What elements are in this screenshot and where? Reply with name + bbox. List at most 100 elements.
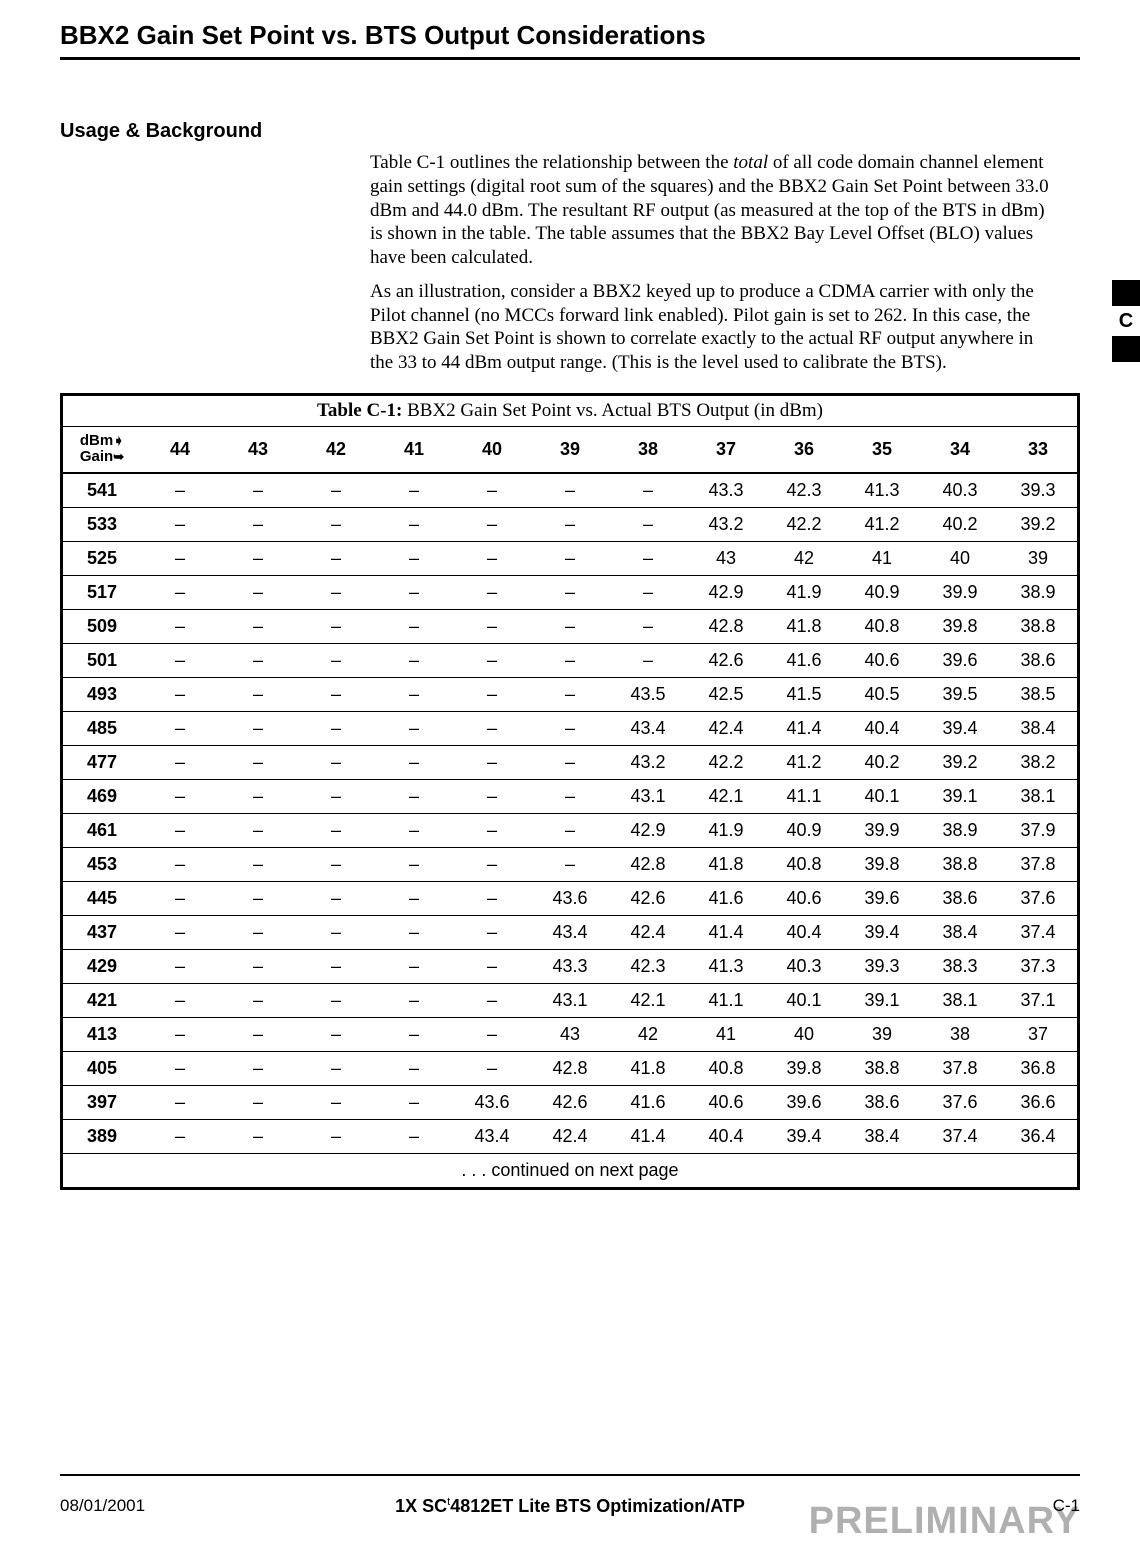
value-cell: – — [297, 1119, 375, 1153]
value-cell: 42.4 — [609, 915, 687, 949]
value-cell: – — [453, 541, 531, 575]
value-cell: 42 — [765, 541, 843, 575]
value-cell: 40.8 — [843, 609, 921, 643]
gain-cell: 533 — [63, 507, 141, 541]
value-cell: 42.9 — [609, 813, 687, 847]
value-cell: 40.4 — [687, 1119, 765, 1153]
value-cell: 41.3 — [687, 949, 765, 983]
value-cell: – — [453, 507, 531, 541]
value-cell: – — [219, 1085, 297, 1119]
side-tab-letter: C — [1112, 306, 1140, 336]
value-cell: – — [453, 813, 531, 847]
value-cell: 40.9 — [765, 813, 843, 847]
value-cell: – — [297, 677, 375, 711]
value-cell: – — [453, 881, 531, 915]
value-cell: 39.8 — [765, 1051, 843, 1085]
column-header: 35 — [843, 426, 921, 473]
value-cell: 41.4 — [609, 1119, 687, 1153]
title-rule — [60, 57, 1080, 60]
value-cell: 43.5 — [609, 677, 687, 711]
value-cell: 41.6 — [687, 881, 765, 915]
value-cell: 40.9 — [843, 575, 921, 609]
para1-pre: Table C-1 outlines the relationship betw… — [370, 152, 733, 173]
gain-cell: 517 — [63, 575, 141, 609]
value-cell: – — [609, 643, 687, 677]
value-cell: – — [219, 915, 297, 949]
value-cell: 39.2 — [999, 507, 1077, 541]
value-cell: – — [453, 1017, 531, 1051]
side-tab-block-top — [1112, 280, 1140, 306]
gain-cell: 413 — [63, 1017, 141, 1051]
value-cell: – — [531, 711, 609, 745]
value-cell: – — [453, 473, 531, 508]
value-cell: – — [297, 575, 375, 609]
value-cell: 42.8 — [609, 847, 687, 881]
gain-cell: 421 — [63, 983, 141, 1017]
value-cell: 38.6 — [999, 643, 1077, 677]
value-cell: – — [219, 813, 297, 847]
value-cell: 42.1 — [687, 779, 765, 813]
value-cell: – — [609, 507, 687, 541]
column-header: 36 — [765, 426, 843, 473]
value-cell: – — [297, 949, 375, 983]
value-cell: 42.3 — [765, 473, 843, 508]
footer-center-pre: 1X SC — [395, 1496, 447, 1516]
value-cell: 40.8 — [765, 847, 843, 881]
value-cell: 39.9 — [843, 813, 921, 847]
value-cell: 42.6 — [609, 881, 687, 915]
value-cell: 43.3 — [687, 473, 765, 508]
value-cell: 37.1 — [999, 983, 1077, 1017]
value-cell: – — [297, 779, 375, 813]
value-cell: – — [531, 541, 609, 575]
gain-cell: 525 — [63, 541, 141, 575]
table-body: 541–––––––43.342.341.340.339.3533–––––––… — [63, 473, 1077, 1187]
table-row: 517–––––––42.941.940.939.938.9 — [63, 575, 1077, 609]
value-cell: – — [141, 779, 219, 813]
value-cell: – — [219, 711, 297, 745]
value-cell: – — [531, 847, 609, 881]
value-cell: 41.8 — [765, 609, 843, 643]
value-cell: – — [609, 575, 687, 609]
value-cell: – — [219, 575, 297, 609]
value-cell: – — [297, 609, 375, 643]
value-cell: – — [141, 677, 219, 711]
continued-text: . . . continued on next page — [63, 1153, 1077, 1187]
value-cell: 36.8 — [999, 1051, 1077, 1085]
value-cell: – — [375, 949, 453, 983]
gain-cell: 485 — [63, 711, 141, 745]
value-cell: – — [141, 745, 219, 779]
value-cell: – — [609, 473, 687, 508]
para1-italic: total — [733, 152, 768, 173]
data-table: dBm➧ Gain➥ 444342414039383736353433 541–… — [63, 426, 1077, 1187]
value-cell: 43.3 — [531, 949, 609, 983]
column-header: 37 — [687, 426, 765, 473]
value-cell: – — [375, 779, 453, 813]
value-cell: 39.3 — [999, 473, 1077, 508]
value-cell: 40.3 — [765, 949, 843, 983]
value-cell: 40.6 — [765, 881, 843, 915]
gain-cell: 405 — [63, 1051, 141, 1085]
footer: PRELIMINARY 08/01/2001 1X SCt4812ET Lite… — [60, 1486, 1080, 1536]
value-cell: – — [141, 983, 219, 1017]
value-cell: 40.6 — [843, 643, 921, 677]
value-cell: – — [141, 881, 219, 915]
value-cell: – — [219, 949, 297, 983]
value-cell: 38.4 — [999, 711, 1077, 745]
value-cell: 40.8 — [687, 1051, 765, 1085]
value-cell: – — [219, 507, 297, 541]
value-cell: – — [297, 541, 375, 575]
gain-cell: 397 — [63, 1085, 141, 1119]
value-cell: – — [141, 1085, 219, 1119]
table-caption: Table C-1: BBX2 Gain Set Point vs. Actua… — [63, 396, 1077, 426]
value-cell: – — [375, 473, 453, 508]
value-cell: – — [453, 609, 531, 643]
value-cell: – — [219, 881, 297, 915]
table-row: 485––––––43.442.441.440.439.438.4 — [63, 711, 1077, 745]
value-cell: 43.1 — [531, 983, 609, 1017]
value-cell: – — [141, 949, 219, 983]
value-cell: 41.1 — [687, 983, 765, 1017]
gain-cell: 445 — [63, 881, 141, 915]
value-cell: 40.3 — [921, 473, 999, 508]
value-cell: 41.2 — [843, 507, 921, 541]
column-header: 34 — [921, 426, 999, 473]
